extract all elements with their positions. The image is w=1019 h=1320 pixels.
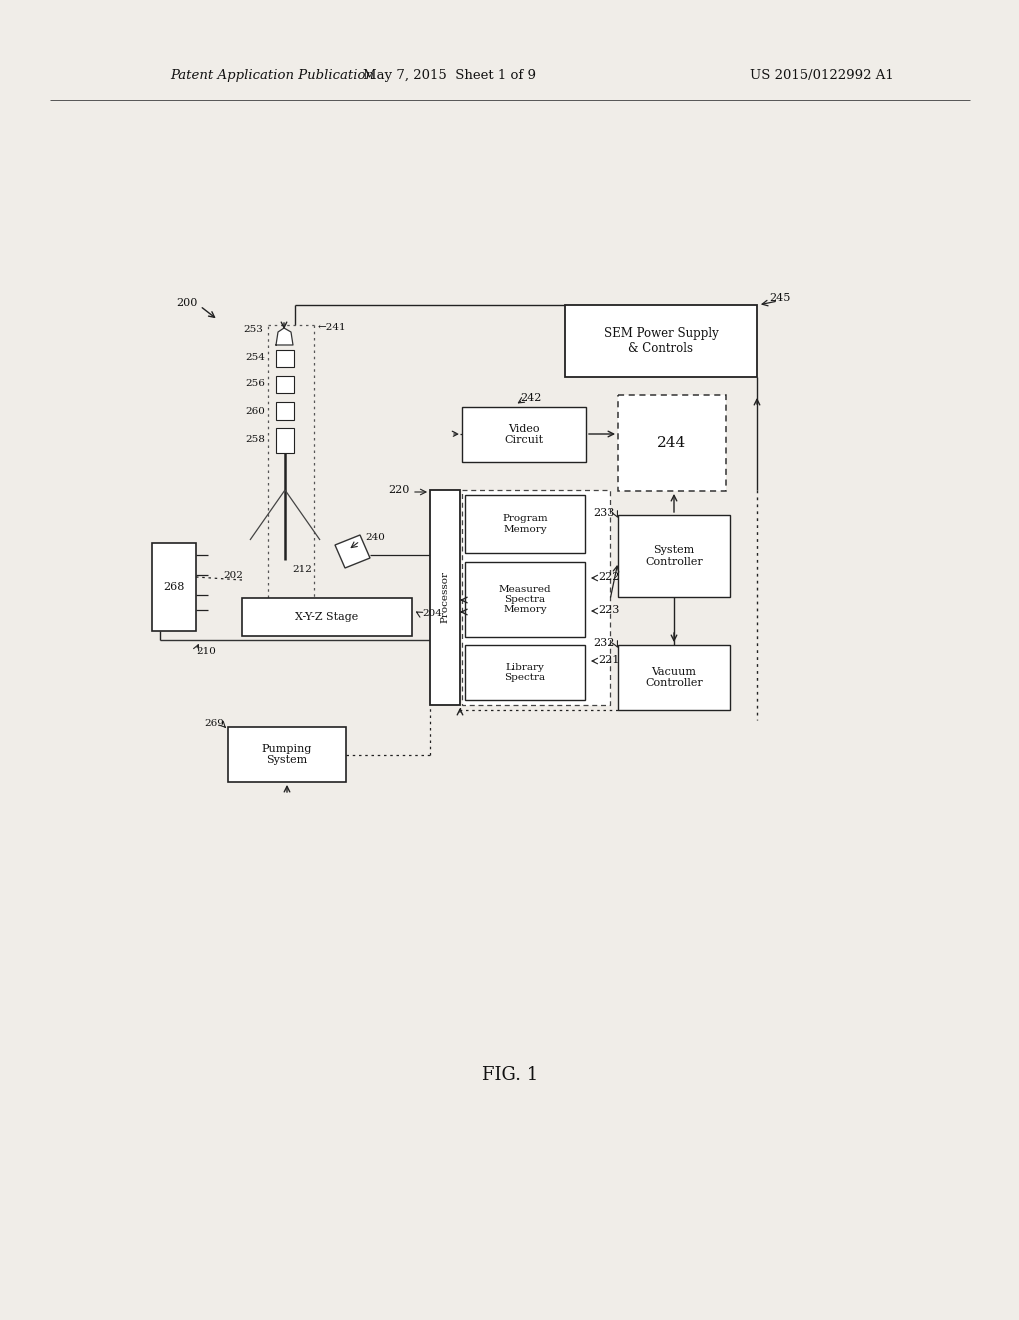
Text: Vacuum
Controller: Vacuum Controller [644,667,702,688]
Text: 223: 223 [597,605,619,615]
Text: 269: 269 [204,719,224,729]
Text: System
Controller: System Controller [644,545,702,566]
Text: Processor: Processor [440,572,449,623]
Text: 244: 244 [656,436,686,450]
Text: ←241: ←241 [318,323,346,333]
Text: SEM Power Supply
& Controls: SEM Power Supply & Controls [603,327,717,355]
Bar [618,395,726,491]
Text: 240: 240 [365,532,384,541]
Text: US 2015/0122992 A1: US 2015/0122992 A1 [749,69,893,82]
Bar [462,490,609,705]
Bar [618,645,730,710]
Text: Patent Application Publication: Patent Application Publication [170,69,374,82]
Text: 268: 268 [163,582,184,591]
Text: 200: 200 [176,298,198,308]
Text: 210: 210 [196,648,216,656]
Text: 202: 202 [223,570,243,579]
Bar [465,562,585,638]
Text: 253: 253 [243,326,263,334]
Text: Program
Memory: Program Memory [501,515,547,533]
Bar [565,305,756,378]
Text: X-Y-Z Stage: X-Y-Z Stage [296,612,359,622]
Text: 258: 258 [245,436,265,445]
Text: May 7, 2015  Sheet 1 of 9: May 7, 2015 Sheet 1 of 9 [363,69,536,82]
Text: 221: 221 [597,655,619,665]
Polygon shape [276,327,292,345]
Text: 212: 212 [291,565,312,574]
Bar [462,407,586,462]
Bar [242,598,412,636]
Bar [430,490,460,705]
Bar [152,543,196,631]
Text: 220: 220 [388,484,410,495]
Bar [276,403,293,420]
Text: FIG. 1: FIG. 1 [481,1067,538,1084]
Text: 233: 233 [593,508,614,517]
Bar [465,495,585,553]
Text: 242: 242 [520,393,541,403]
Text: Measured
Spectra
Memory: Measured Spectra Memory [498,585,551,614]
Text: 232: 232 [593,638,614,648]
Text: Library
Spectra: Library Spectra [504,663,545,682]
Bar [276,376,293,393]
Bar [276,428,293,453]
Text: 245: 245 [768,293,790,304]
Text: 222: 222 [597,572,619,582]
Text: Pumping
System: Pumping System [262,743,312,766]
Polygon shape [334,535,370,568]
Text: 260: 260 [245,407,265,416]
Bar [465,645,585,700]
Text: 256: 256 [245,380,265,388]
Text: 204: 204 [422,609,441,618]
Bar [276,350,293,367]
Text: 254: 254 [245,354,265,363]
Text: Video
Circuit: Video Circuit [504,424,543,445]
Bar [618,515,730,597]
Bar [228,727,345,781]
